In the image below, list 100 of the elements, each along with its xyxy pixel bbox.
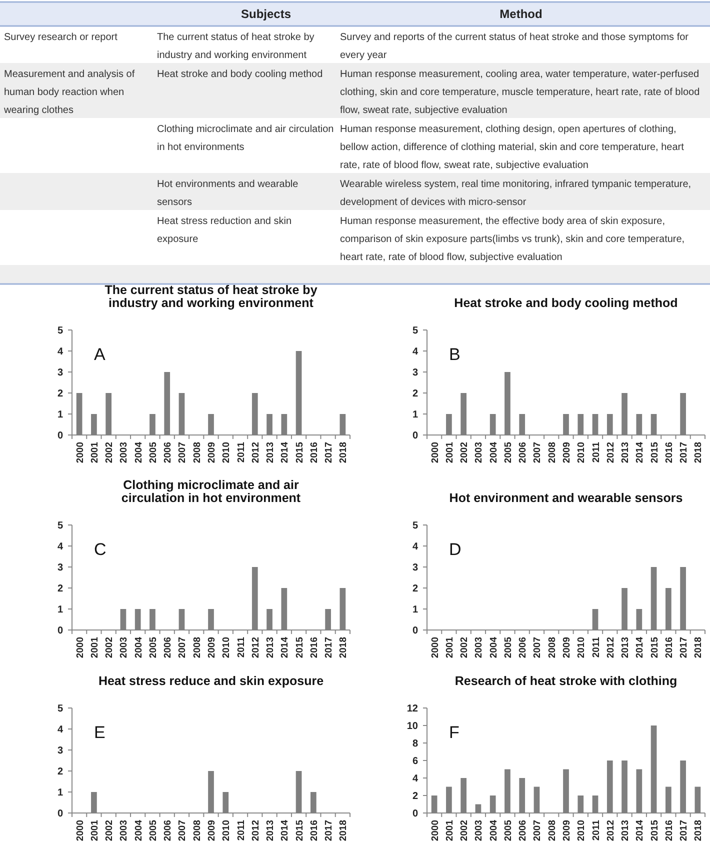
x-tick-label: 2016 xyxy=(308,442,320,464)
x-tick-label: 2005 xyxy=(502,636,514,658)
y-tick-label: 0 xyxy=(57,808,64,820)
x-tick-label: 2011 xyxy=(590,819,602,841)
x-tick-label: 2002 xyxy=(459,820,470,842)
x-tick-label: 2006 xyxy=(518,820,529,842)
x-tick-label: 2006 xyxy=(162,637,174,658)
chart-title: The current status of heat stroke by industry and working environment xyxy=(104,283,318,310)
y-tick-label: 0 xyxy=(57,626,64,636)
x-tick-label: 2010 xyxy=(576,442,588,464)
y-tick-label: 3 xyxy=(57,368,64,378)
x-tick-label: 2005 xyxy=(148,636,159,658)
category-label: Survey research or report xyxy=(4,32,118,43)
text: Human response measurement, the effective body area of skin exposure, comparison of skin exposure parts(limbs vs trunk), skin and core temperature, heart rate, rate of blood flow, subjective evaluation xyxy=(340,216,685,263)
text: Heat stress reduction and skin exposure xyxy=(157,216,292,245)
y-tick-label: 4 xyxy=(412,774,418,784)
text: Wearable wireless system, real time monitoring, infrared tympanic temperature, development of devices with micro-sensor xyxy=(340,179,692,208)
x-tick-label: 2015 xyxy=(649,636,660,658)
chart-title: Heat stress reduce and skin exposure xyxy=(98,674,324,688)
annotation: E xyxy=(94,723,106,742)
x-tick-label: 2012 xyxy=(605,637,616,658)
x-tick-label: 2006 xyxy=(518,637,529,658)
y-tick-label: 0 xyxy=(412,430,418,442)
x-tick-label: 2008 xyxy=(192,442,203,464)
x-tick-label: 2007 xyxy=(177,820,188,842)
y-tick-label: 2 xyxy=(57,388,64,400)
x-tick-label: 2002 xyxy=(104,442,116,464)
x-tick-label: 2013 xyxy=(620,820,632,842)
y-tick-label: 6 xyxy=(412,756,418,767)
x-tick-label: 2013 xyxy=(265,442,276,464)
annotation: A xyxy=(94,345,106,364)
x-tick-label: 2011 xyxy=(236,636,247,658)
x-tick-label: 2014 xyxy=(634,636,646,658)
x-tick-label: 2002 xyxy=(459,637,470,658)
x-tick-label: 2003 xyxy=(474,442,485,464)
x-tick-label: 2002 xyxy=(104,637,116,658)
y-tick-label: 8 xyxy=(412,738,418,750)
x-tick-label: 2017 xyxy=(324,820,335,842)
x-tick-label: 2012 xyxy=(605,820,616,842)
x-tick-label: 2002 xyxy=(459,442,470,464)
text: Heat stroke and body cooling method xyxy=(157,69,323,80)
x-tick-label: 2010 xyxy=(221,637,232,658)
x-tick-label: 2018 xyxy=(338,442,350,464)
x-tick-label: 2013 xyxy=(620,637,632,658)
x-tick-label: 2007 xyxy=(532,820,544,842)
x-tick-label: 2013 xyxy=(620,442,632,464)
x-tick-label: 2001 xyxy=(444,636,456,658)
x-tick-label: 2017 xyxy=(324,637,335,658)
x-tick-label: 2014 xyxy=(280,819,291,842)
text: Survey and reports of the current status of heat stroke and those symptoms for every year xyxy=(340,32,690,61)
x-tick-label: 2009 xyxy=(206,637,218,658)
y-tick-label: 5 xyxy=(412,326,418,336)
y-tick-label: 3 xyxy=(412,562,418,574)
x-tick-label: 2000 xyxy=(74,442,86,464)
y-tick-label: 4 xyxy=(57,724,64,736)
y-tick-label: 1 xyxy=(412,410,418,420)
x-tick-label: 2009 xyxy=(562,637,572,658)
x-tick-label: 2008 xyxy=(546,820,558,842)
y-tick-label: 1 xyxy=(57,788,64,798)
x-tick-label: 2015 xyxy=(294,636,306,658)
x-tick-label: 2012 xyxy=(250,637,262,658)
x-tick-label: 2017 xyxy=(678,442,690,464)
x-tick-label: 2001 xyxy=(89,636,100,658)
x-tick-label: 2003 xyxy=(474,637,485,658)
y-tick-label: 4 xyxy=(57,542,64,552)
x-tick-label: 2006 xyxy=(162,442,174,464)
annotation: F xyxy=(449,723,460,742)
y-tick-label: 2 xyxy=(57,766,64,778)
x-tick-label: 2010 xyxy=(576,637,588,658)
x-tick-label: 2015 xyxy=(294,819,306,842)
category-label: Measurement and analysis of human body reaction when wearing clothes xyxy=(4,69,135,116)
x-tick-label: 2009 xyxy=(206,442,218,464)
y-tick-label: 2 xyxy=(412,584,418,594)
x-tick-label: 2001 xyxy=(89,819,100,842)
text: Clothing microclimate and air circulation in hot environments xyxy=(157,124,334,153)
y-tick-label: 4 xyxy=(57,346,64,358)
x-tick-label: 2009 xyxy=(562,442,572,464)
x-tick-label: 2001 xyxy=(444,441,456,464)
text: Hot environments and wearable sensors xyxy=(157,179,299,208)
y-tick-label: 1 xyxy=(57,410,64,420)
x-tick-label: 2018 xyxy=(693,637,704,658)
chart-title: Clothing microclimate and air circulation in hot environment xyxy=(121,478,302,505)
x-tick-label: 2000 xyxy=(430,820,441,842)
chart-title: Heat stroke and body cooling method xyxy=(454,296,678,310)
y-tick-label: 4 xyxy=(412,542,418,552)
x-tick-label: 2012 xyxy=(250,442,262,464)
y-tick-label: 2 xyxy=(412,388,418,400)
x-tick-label: 2013 xyxy=(265,637,276,658)
x-tick-label: 2016 xyxy=(664,442,675,464)
y-tick-label: 3 xyxy=(412,368,418,378)
y-tick-label: 5 xyxy=(57,704,64,714)
annotation: C xyxy=(94,540,106,559)
x-tick-label: 2015 xyxy=(294,441,306,464)
x-tick-label: 2004 xyxy=(133,441,144,464)
x-tick-label: 2018 xyxy=(693,442,704,464)
y-tick-label: 1 xyxy=(57,604,64,616)
y-tick-label: 0 xyxy=(412,808,418,820)
x-tick-label: 2017 xyxy=(324,442,335,464)
x-tick-label: 2005 xyxy=(148,441,159,464)
x-tick-label: 2012 xyxy=(250,820,262,842)
